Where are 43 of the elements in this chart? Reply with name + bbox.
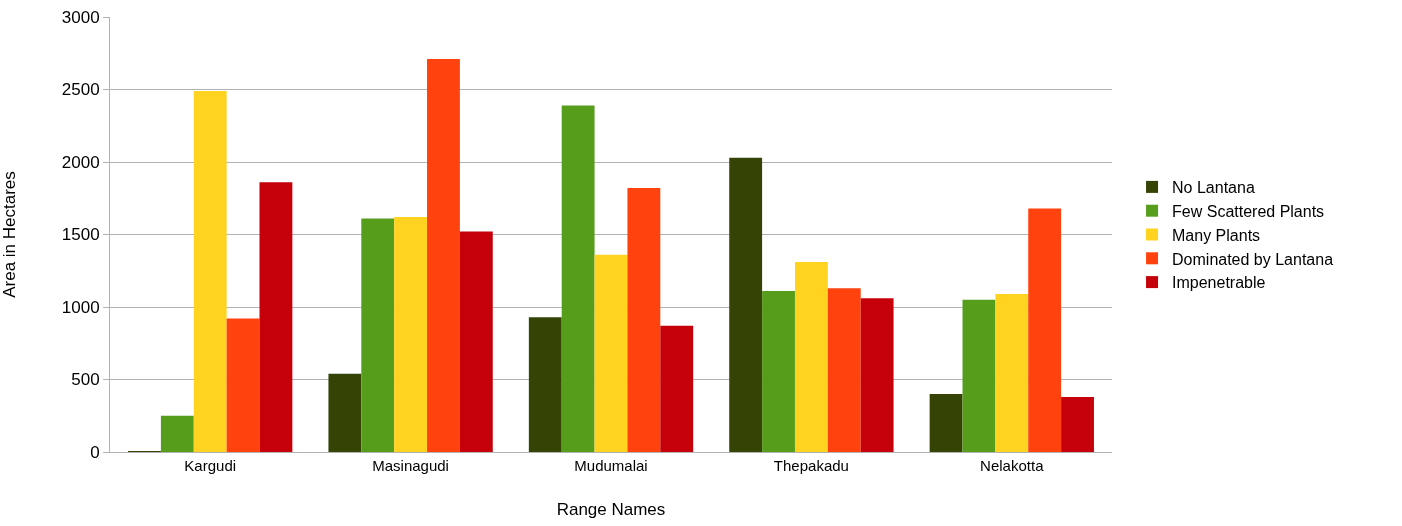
bar [193, 90, 227, 452]
x-tick-label: Mudumalai [574, 457, 648, 474]
bar [660, 325, 694, 452]
y-tick-label: 500 [71, 370, 100, 390]
bar [794, 262, 828, 452]
y-axis-title: Area in Hectares [0, 171, 19, 298]
bar [762, 291, 795, 452]
bar [459, 231, 493, 452]
y-tick-label: 3000 [61, 7, 100, 27]
bar [962, 299, 996, 452]
bar [394, 217, 428, 452]
bar [995, 293, 1029, 452]
y-tick-label: 2000 [61, 152, 100, 172]
bar [627, 188, 661, 452]
y-tick-label: 1000 [61, 297, 100, 317]
bar [427, 59, 460, 452]
y-tick-label: 2500 [61, 80, 100, 100]
bar [860, 298, 894, 452]
y-tick-label: 0 [90, 442, 100, 462]
bar [929, 394, 963, 452]
bar [226, 318, 260, 452]
x-tick-label: Kargudi [184, 457, 237, 474]
bar [361, 218, 395, 452]
bar [259, 182, 293, 452]
bar [561, 105, 595, 452]
legend-label: No Lantana [1172, 179, 1255, 197]
legend-label: Impenetrable [1172, 274, 1266, 292]
legend-label: Dominated by Lantana [1172, 250, 1334, 268]
bar [328, 373, 362, 452]
bar [827, 288, 861, 452]
bar [1061, 396, 1094, 452]
x-tick-label: Thepakadu [773, 457, 849, 474]
bar [528, 317, 562, 452]
legend-label: Few Scattered Plants [1172, 202, 1325, 220]
x-axis-title: Range Names [556, 500, 666, 520]
bar [594, 254, 628, 452]
x-tick-label: Nelakotta [980, 457, 1045, 474]
bar [729, 157, 763, 452]
y-tick-label: 1500 [61, 225, 100, 245]
legend-label: Many Plants [1172, 226, 1261, 244]
bar [1028, 208, 1062, 452]
bar [160, 415, 194, 452]
x-tick-label: Masinagudi [372, 457, 449, 474]
